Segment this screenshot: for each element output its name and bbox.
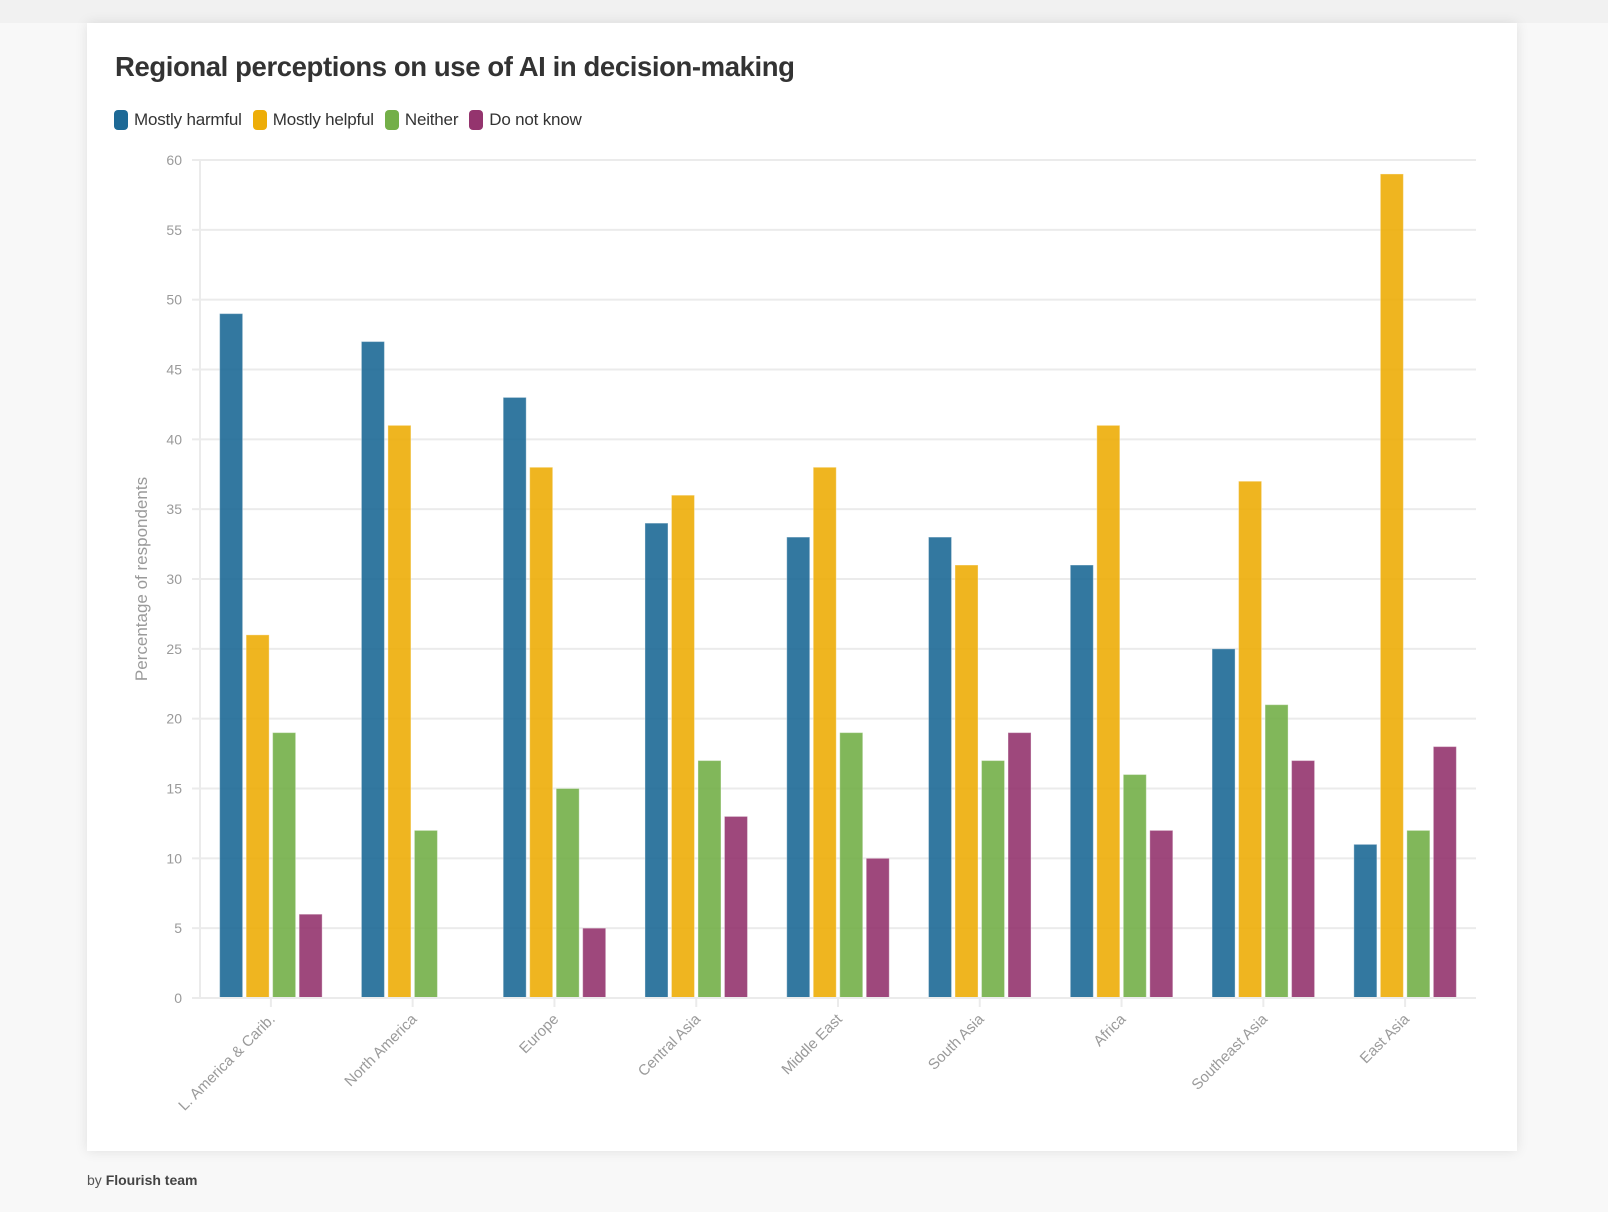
bar-mostly-harmful[interactable] bbox=[360, 341, 385, 999]
bar-mostly-helpful[interactable] bbox=[529, 466, 554, 999]
bar-neither[interactable] bbox=[272, 732, 297, 999]
footer-author-link[interactable]: Flourish team bbox=[105, 1172, 198, 1188]
bar-neither[interactable] bbox=[839, 732, 864, 999]
y-tick-label: 30 bbox=[166, 571, 182, 587]
legend-item-mostly-harmful[interactable]: Mostly harmful bbox=[114, 110, 242, 130]
bar-do-not-know[interactable] bbox=[1149, 829, 1174, 999]
bar-neither[interactable] bbox=[1406, 829, 1431, 999]
x-tick-label: South Asia bbox=[925, 1010, 988, 1073]
bar-do-not-know[interactable] bbox=[298, 913, 323, 999]
bar-neither[interactable] bbox=[1264, 704, 1289, 999]
bar-neither[interactable] bbox=[413, 829, 438, 999]
legend-label: Mostly helpful bbox=[272, 110, 374, 129]
bar-mostly-helpful[interactable] bbox=[1238, 480, 1263, 999]
y-tick-label: 15 bbox=[166, 781, 182, 797]
chart-card: Regional perceptions on use of AI in dec… bbox=[87, 23, 1517, 1151]
y-tick-label: 10 bbox=[166, 850, 182, 866]
bar-mostly-harmful[interactable] bbox=[1353, 843, 1378, 999]
x-tick-label: North America bbox=[341, 1010, 421, 1090]
bar-neither[interactable] bbox=[555, 788, 580, 999]
bar-mostly-harmful[interactable] bbox=[502, 396, 527, 999]
y-tick-label: 20 bbox=[166, 711, 182, 727]
bar-neither[interactable] bbox=[1122, 774, 1147, 999]
bar-mostly-helpful[interactable] bbox=[1096, 424, 1121, 999]
y-tick-label: 55 bbox=[166, 222, 182, 238]
y-tick-label: 25 bbox=[166, 641, 182, 657]
bar-do-not-know[interactable] bbox=[1432, 746, 1457, 999]
x-tick-label: Southeast Asia bbox=[1188, 1010, 1271, 1093]
bar-mostly-harmful[interactable] bbox=[928, 536, 953, 999]
y-tick-label: 40 bbox=[166, 431, 182, 447]
x-tick-label: Middle East bbox=[778, 1010, 846, 1078]
bar-mostly-helpful[interactable] bbox=[954, 564, 979, 999]
x-tick-label: East Asia bbox=[1357, 1010, 1414, 1067]
legend-item-do-not-know[interactable]: Do not know bbox=[469, 110, 582, 130]
legend-label: Neither bbox=[404, 110, 459, 129]
y-axis-title: Percentage of respondents bbox=[132, 477, 151, 681]
bar-do-not-know[interactable] bbox=[865, 857, 890, 999]
page-top-band bbox=[0, 0, 1608, 23]
bar-do-not-know[interactable] bbox=[582, 927, 607, 999]
legend-item-mostly-helpful[interactable]: Mostly helpful bbox=[252, 110, 374, 130]
legend-swatch-icon bbox=[114, 110, 128, 130]
legend-swatch-icon bbox=[384, 110, 399, 130]
legend-label: Do not know bbox=[489, 110, 582, 129]
legend-swatch-icon bbox=[252, 110, 267, 130]
y-tick-label: 35 bbox=[166, 501, 182, 517]
bar-mostly-harmful[interactable] bbox=[219, 313, 244, 999]
legend-swatch-icon bbox=[469, 110, 484, 130]
y-tick-label: 50 bbox=[166, 292, 182, 308]
footer-credit: by Flourish team bbox=[87, 1172, 197, 1188]
bar-mostly-harmful[interactable] bbox=[1211, 648, 1236, 999]
bar-mostly-helpful[interactable] bbox=[1379, 173, 1404, 999]
bar-do-not-know[interactable] bbox=[723, 815, 748, 999]
x-tick-label: Africa bbox=[1090, 1010, 1130, 1050]
bar-mostly-helpful[interactable] bbox=[670, 494, 695, 999]
chart-title: Regional perceptions on use of AI in dec… bbox=[115, 51, 795, 82]
y-tick-label: 0 bbox=[174, 990, 182, 1006]
bar-mostly-harmful[interactable] bbox=[644, 522, 669, 999]
x-tick-label: Central Asia bbox=[635, 1010, 705, 1080]
y-tick-label: 5 bbox=[174, 920, 182, 936]
bar-neither[interactable] bbox=[697, 760, 722, 999]
bar-mostly-helpful[interactable] bbox=[387, 424, 412, 999]
bar-mostly-harmful[interactable] bbox=[1069, 564, 1094, 999]
legend: Mostly harmful Mostly helpful Neither Do no… bbox=[114, 110, 593, 130]
bar-mostly-helpful[interactable] bbox=[812, 466, 837, 999]
bar-do-not-know[interactable] bbox=[1007, 732, 1032, 999]
y-tick-label: 45 bbox=[166, 362, 182, 378]
legend-item-neither[interactable]: Neither bbox=[384, 110, 459, 130]
legend-label: Mostly harmful bbox=[134, 110, 242, 129]
bar-mostly-helpful[interactable] bbox=[245, 634, 270, 999]
footer-prefix: by bbox=[87, 1172, 102, 1188]
bar-mostly-harmful[interactable] bbox=[786, 536, 811, 999]
y-tick-label: 60 bbox=[166, 152, 182, 168]
bar-chart: 0 5 10 15 20 25 30 35 40 45 50 55 60 Percentage of re… bbox=[132, 152, 1476, 1114]
x-tick-label: Europe bbox=[516, 1011, 562, 1057]
bar-do-not-know[interactable] bbox=[1291, 760, 1316, 999]
x-tick-label: L. America & Carib. bbox=[175, 1011, 278, 1114]
bar-neither[interactable] bbox=[981, 760, 1006, 999]
